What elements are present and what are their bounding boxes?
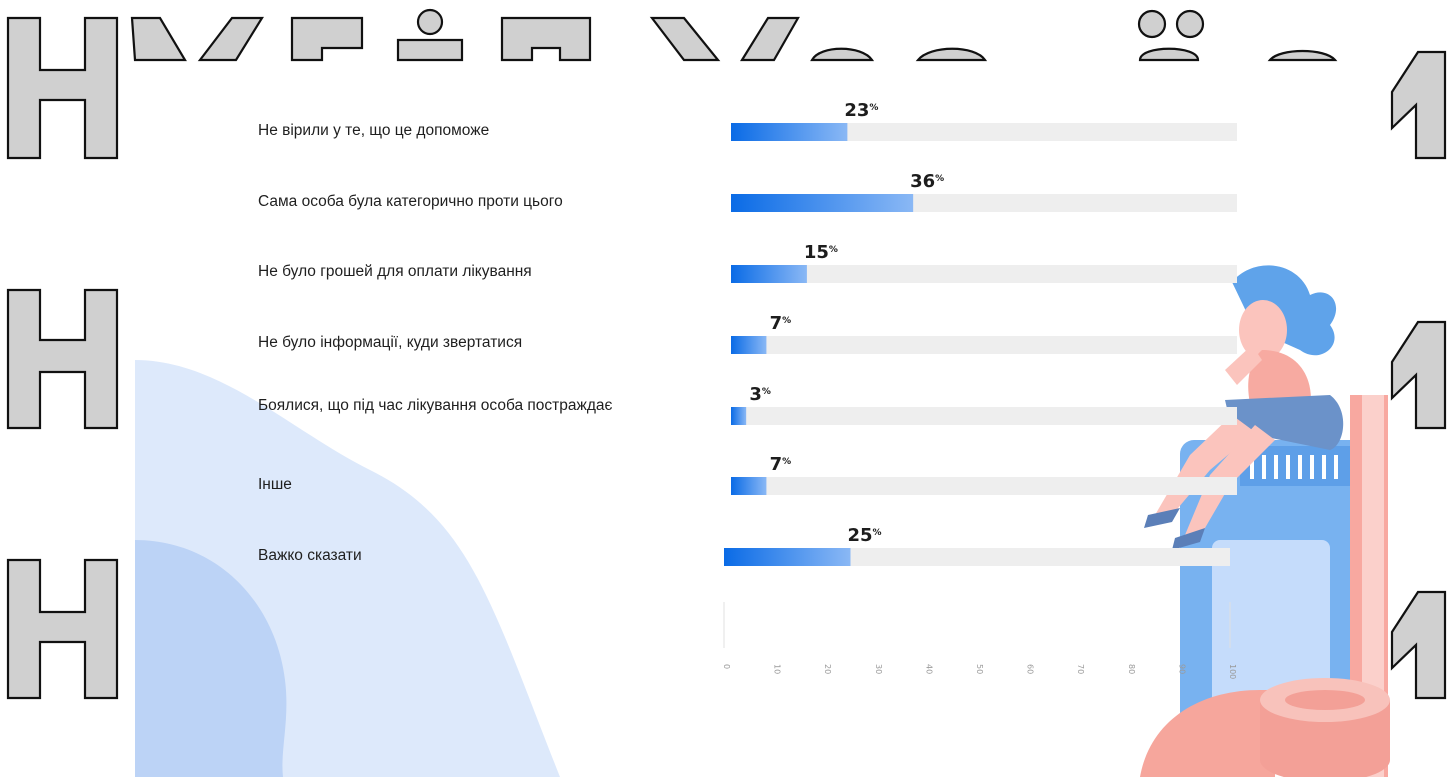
letter-fragment-8 <box>810 47 875 62</box>
category-label: Не було грошей для оплати лікування <box>258 263 532 280</box>
letter-fragment-2 <box>197 16 264 62</box>
bar-value-label: 3% <box>749 384 771 405</box>
category-label: Боялися, що під час лікування особа пост… <box>258 397 613 414</box>
illustration-woman-medicine <box>1140 265 1390 777</box>
bar-track <box>731 265 1237 283</box>
bar-value-label: 36% <box>910 171 944 192</box>
bar <box>731 407 747 425</box>
x-tick-label: 80 <box>1127 664 1136 674</box>
x-tick-label: 50 <box>975 664 984 674</box>
category-label: Не вірили у те, що це допоможе <box>258 122 490 139</box>
letter-fragment-3 <box>290 16 364 62</box>
digit-1-bottom-right <box>1390 590 1447 700</box>
x-tick-label: 90 <box>1177 664 1186 674</box>
bar-value-label: 25% <box>847 525 881 546</box>
bar <box>731 477 767 495</box>
outline-letters-top <box>6 8 1447 160</box>
bar <box>731 123 848 141</box>
letter-fragment-10 <box>1138 47 1200 62</box>
category-label: Сама особа була категорично проти цього <box>258 193 563 210</box>
bar-value-label: 7% <box>770 313 792 334</box>
bar-value-label: 7% <box>770 454 792 475</box>
digit-1-top-right <box>1390 50 1447 160</box>
x-tick-label: 70 <box>1076 664 1085 674</box>
bar-track <box>731 477 1237 495</box>
letter-h-bottom-left <box>6 558 119 700</box>
x-tick-label: 30 <box>874 664 883 674</box>
bar <box>731 194 914 212</box>
bar-track <box>731 407 1237 425</box>
letter-fragment-6 <box>649 16 721 62</box>
digit-1-mid-right <box>1390 320 1447 430</box>
bar <box>731 265 807 283</box>
letter-fragment-4 <box>396 38 464 62</box>
letter-h-mid-left <box>6 288 119 430</box>
letter-fragment-1 <box>130 16 187 62</box>
medicine-jar-label <box>1212 540 1330 710</box>
bar-value-label: 23% <box>844 100 878 121</box>
bar <box>724 548 851 566</box>
x-tick-label: 100 <box>1228 664 1237 679</box>
letter-fragment-11 <box>1267 50 1338 62</box>
category-label: Важко сказати <box>258 547 362 564</box>
category-label: Інше <box>258 476 292 493</box>
woman-head <box>1239 300 1287 360</box>
letter-fragment-9 <box>915 47 988 62</box>
letter-dot-3 <box>1175 9 1205 39</box>
x-tick-label: 0 <box>722 664 731 669</box>
x-tick-label: 40 <box>924 664 933 674</box>
letter-fragment-7 <box>740 16 800 62</box>
x-tick-label: 60 <box>1026 664 1035 674</box>
bar <box>731 336 767 354</box>
category-label: Не було інформації, куди звертатися <box>258 334 523 351</box>
woman-skirt <box>1225 395 1344 450</box>
bar-track <box>731 123 1237 141</box>
bar-value-label: 15% <box>804 242 838 263</box>
woman-hair <box>1232 265 1337 356</box>
letter-h-top-left <box>6 16 119 160</box>
outline-letters-sides <box>6 288 1447 700</box>
capsule-pill <box>1140 690 1275 777</box>
x-tick-label: 10 <box>773 664 782 674</box>
letter-dot-2 <box>1137 9 1167 39</box>
letter-dot-1 <box>416 8 444 36</box>
x-tick-label: 20 <box>823 664 832 674</box>
bar-track <box>731 336 1237 354</box>
decorative-blob-mid <box>135 540 287 777</box>
letter-fragment-5 <box>500 16 592 62</box>
